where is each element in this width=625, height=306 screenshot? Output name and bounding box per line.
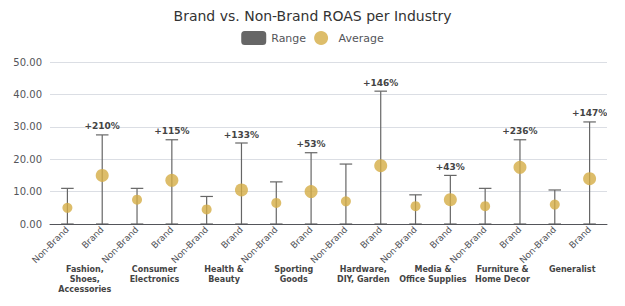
svg-text:Office Supplies: Office Supplies	[399, 275, 466, 284]
svg-text:Non-Brand: Non-Brand	[239, 224, 280, 265]
svg-text:50.00: 50.00	[13, 57, 42, 68]
svg-text:Electronics: Electronics	[130, 275, 180, 284]
svg-text:Brand: Brand	[498, 224, 524, 250]
svg-text:+133%: +133%	[224, 130, 259, 140]
svg-text:Brand: Brand	[567, 224, 593, 250]
svg-text:Consumer: Consumer	[132, 265, 177, 274]
svg-text:Goods: Goods	[280, 275, 308, 284]
svg-text:Non-Brand: Non-Brand	[448, 224, 489, 265]
svg-text:Media &: Media &	[414, 265, 451, 274]
svg-text:Brand: Brand	[428, 224, 454, 250]
svg-text:Non-Brand: Non-Brand	[169, 224, 210, 265]
svg-text:Shoes,: Shoes,	[70, 275, 100, 284]
svg-text:+210%: +210%	[85, 121, 120, 131]
svg-text:+146%: +146%	[363, 78, 398, 88]
svg-text:+147%: +147%	[572, 108, 607, 118]
svg-text:Brand: Brand	[219, 224, 245, 250]
svg-text:Hardware,: Hardware,	[340, 265, 387, 274]
svg-text:Non-Brand: Non-Brand	[378, 224, 419, 265]
svg-text:Brand vs. Non-Brand ROAS per I: Brand vs. Non-Brand ROAS per Industry	[174, 8, 452, 24]
svg-text:Fashion,: Fashion,	[66, 265, 104, 274]
svg-text:Non-Brand: Non-Brand	[100, 224, 141, 265]
svg-text:+43%: +43%	[436, 162, 465, 172]
svg-text:10.00: 10.00	[13, 186, 42, 197]
svg-text:Brand: Brand	[80, 224, 106, 250]
svg-text:Furniture &: Furniture &	[477, 265, 529, 274]
svg-text:0.00: 0.00	[20, 219, 42, 230]
svg-text:40.00: 40.00	[13, 89, 42, 100]
svg-text:20.00: 20.00	[13, 154, 42, 165]
svg-text:Beauty: Beauty	[208, 275, 240, 284]
svg-text:30.00: 30.00	[13, 121, 42, 132]
svg-text:Generalist: Generalist	[549, 265, 596, 274]
svg-text:+236%: +236%	[502, 126, 537, 136]
svg-text:Accessories: Accessories	[58, 285, 111, 294]
svg-text:Average: Average	[339, 32, 384, 45]
svg-text:Non-Brand: Non-Brand	[309, 224, 350, 265]
svg-text:Sporting: Sporting	[274, 265, 313, 274]
svg-text:DIY, Garden: DIY, Garden	[337, 275, 390, 284]
svg-text:Health &: Health &	[204, 265, 244, 274]
svg-text:Range: Range	[271, 32, 306, 45]
svg-text:Non-Brand: Non-Brand	[518, 224, 559, 265]
svg-text:Brand: Brand	[149, 224, 175, 250]
svg-text:+115%: +115%	[154, 126, 189, 136]
svg-text:Home Decor: Home Decor	[475, 275, 530, 284]
svg-text:+53%: +53%	[297, 139, 326, 149]
svg-text:Non-Brand: Non-Brand	[30, 224, 71, 265]
svg-text:Brand: Brand	[358, 224, 384, 250]
svg-text:Brand: Brand	[289, 224, 315, 250]
